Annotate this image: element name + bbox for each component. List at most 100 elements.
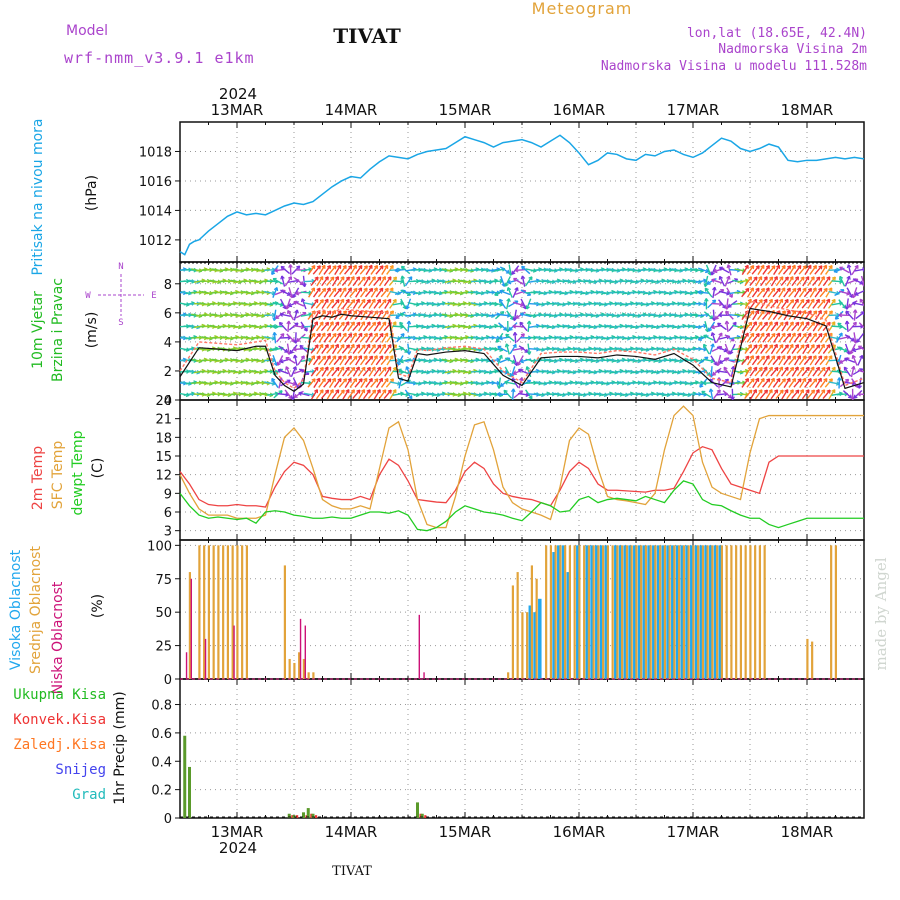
wind-arrow-head xyxy=(462,391,467,394)
wind-arrow xyxy=(344,265,353,275)
plot-panels: 1012101410161018024683691215182124025507… xyxy=(139,121,865,827)
wind-arrow-head xyxy=(642,312,647,315)
wind-arrow-head xyxy=(590,289,595,293)
wind-arrow xyxy=(744,366,752,377)
wind-arrow xyxy=(513,277,524,285)
wind-arrow xyxy=(809,287,817,298)
wind-arrow-head xyxy=(293,301,297,305)
wind-arrow-head xyxy=(314,366,318,370)
wind-arrow-head xyxy=(807,287,812,291)
wind-arrow-head xyxy=(475,357,480,361)
wind-arrow-head xyxy=(224,312,229,315)
wind-arrow xyxy=(728,321,737,332)
wind-arrow xyxy=(378,389,387,400)
wind-arrow xyxy=(744,321,753,332)
wind-arrow-head xyxy=(361,321,365,324)
wind-arrow-head xyxy=(292,295,297,298)
wind-arrow-head xyxy=(400,275,403,280)
wind-arrow-head xyxy=(528,276,533,279)
wind-arrow xyxy=(375,265,384,275)
wind-arrow xyxy=(785,367,795,377)
wind-arrow xyxy=(397,369,409,375)
wind-arrow-head xyxy=(363,355,368,358)
wind-arrow-head xyxy=(214,289,218,293)
wind-arrow xyxy=(801,299,810,309)
wind-arrow-head xyxy=(356,321,361,324)
wind-arrow-head xyxy=(353,355,358,358)
wind-arrow xyxy=(512,325,524,328)
wind-arrow xyxy=(323,332,331,343)
legend-ukupna-kisa: Ukupna Kisa xyxy=(13,687,106,703)
wind-arrow-head xyxy=(330,276,334,279)
wind-arrow xyxy=(773,332,781,343)
wind-arrow-head xyxy=(324,366,329,370)
wind-arrow xyxy=(339,265,347,275)
wind-arrow-head xyxy=(232,301,237,304)
wind-arrow-head xyxy=(800,366,804,370)
wind-arrow-head xyxy=(519,377,523,381)
wind-arrow-head xyxy=(382,389,386,392)
wind-arrow xyxy=(284,276,292,287)
wind-arrow-head xyxy=(512,359,516,364)
wind-arrow xyxy=(741,332,749,343)
wind-arrow-head xyxy=(671,346,676,349)
wind-arrow-head xyxy=(345,321,350,324)
wind-arrow xyxy=(521,265,531,275)
wind-arrow xyxy=(737,393,749,396)
wind-arrow-head xyxy=(363,265,368,268)
wind-arrow-head xyxy=(781,264,786,268)
wind-arrow-head xyxy=(464,380,469,383)
wind-arrow xyxy=(517,355,524,366)
wind-arrow-head xyxy=(815,366,820,370)
wind-arrow-head xyxy=(351,366,355,370)
wind-arrow-head xyxy=(423,335,427,338)
wind-arrow-head xyxy=(632,380,636,383)
wind-arrow xyxy=(692,382,704,384)
wind-arrow-head xyxy=(800,344,805,347)
wind-arrow xyxy=(488,381,500,385)
wind-arrow xyxy=(722,390,732,399)
wind-arrow-head xyxy=(308,267,312,270)
wind-arrow xyxy=(339,287,347,298)
wind-arrow xyxy=(285,380,297,386)
wind-arrow-head xyxy=(795,321,799,324)
wind-arrow-head xyxy=(340,389,345,392)
wind-arrow-head xyxy=(503,390,506,394)
wind-arrow-head xyxy=(736,380,741,383)
wind-arrow xyxy=(342,366,350,377)
wind-arrow-head xyxy=(342,355,347,358)
wind-arrow xyxy=(822,344,831,354)
wind-arrow-head xyxy=(838,332,843,336)
wind-arrow xyxy=(364,287,374,298)
wind-arrow-head xyxy=(224,357,229,361)
wind-arrow-head xyxy=(773,276,778,279)
wind-arrow-head xyxy=(815,298,820,302)
wind-arrow xyxy=(315,367,324,377)
wind-arrow-head xyxy=(255,289,260,293)
wind-arrow-head xyxy=(384,310,389,313)
wind-arrow-head xyxy=(384,332,388,336)
wind-arrow xyxy=(317,287,327,298)
wind-arrow xyxy=(326,299,334,309)
wind-arrow xyxy=(801,367,810,377)
wind-arrow xyxy=(499,266,510,274)
wind-arrow xyxy=(798,333,807,343)
wind-arrow-head xyxy=(682,323,686,327)
wind-arrow-head xyxy=(768,366,773,370)
wind-arrow xyxy=(751,355,760,366)
wind-arrow xyxy=(323,265,331,275)
wind-arrow-head xyxy=(629,346,634,349)
wind-arrow-head xyxy=(712,299,716,302)
wind-arrow xyxy=(716,370,728,374)
wind-arrow-head xyxy=(820,276,825,279)
wind-arrow xyxy=(398,345,409,353)
wind-arrow-head xyxy=(264,278,268,281)
wind-arrow xyxy=(380,378,389,388)
wind-arrow-head xyxy=(243,323,248,327)
wind-arrow xyxy=(365,264,373,276)
wind-arrow xyxy=(378,276,386,287)
wind-arrow-head xyxy=(797,264,801,268)
wind-arrow xyxy=(796,366,805,377)
wind-arrow xyxy=(711,346,723,353)
wind-arrow xyxy=(751,333,760,343)
